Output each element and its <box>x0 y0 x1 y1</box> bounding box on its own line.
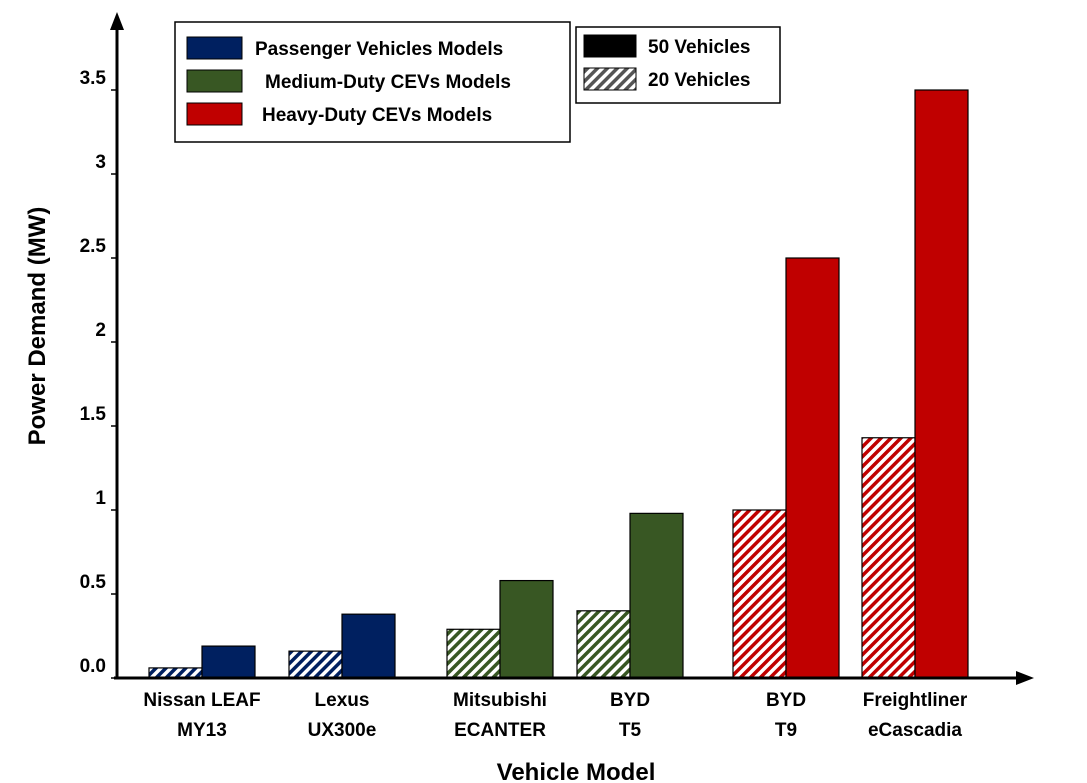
y-tick-label: 3 <box>95 152 106 173</box>
x-tick-labels: Nissan LEAF MY13 Lexus UX300e Mitsubishi ECAN… <box>143 690 967 741</box>
y-tick-label: 0.0 <box>80 656 106 677</box>
x-tick-label: BYD <box>766 690 806 711</box>
legend-swatch-medium <box>186 69 243 93</box>
x-axis-arrow <box>1016 671 1034 685</box>
x-tick-label: T5 <box>619 720 642 741</box>
y-tick-label: 2 <box>95 320 106 341</box>
series-legend: 50 Vehicles 20 Vehicles <box>575 26 781 104</box>
legend-label-medium: Medium-Duty CEVs Models <box>265 72 511 93</box>
axes <box>110 12 1034 685</box>
y-ticks: 0.0 0.5 1 1.5 2 2.5 3 3.5 <box>80 68 117 679</box>
x-tick-label: eCascadia <box>868 720 962 741</box>
bar-3-50-vehicles <box>629 512 684 679</box>
bar-4-20-vehicles <box>732 509 787 679</box>
group-legend: Passenger Vehicles Models Medium-Duty CEV… <box>174 21 571 143</box>
legend-swatch-solid <box>583 34 637 58</box>
bar-3-20-vehicles <box>576 610 631 679</box>
bar-1-50-vehicles <box>341 613 396 679</box>
bar-2-50-vehicles <box>499 579 554 679</box>
bars <box>148 89 969 679</box>
bar-0-20-vehicles <box>148 667 203 679</box>
legend-swatch-passenger <box>186 36 243 60</box>
x-tick-label: ECANTER <box>454 720 546 741</box>
bar-4-50-vehicles <box>785 257 840 679</box>
y-axis-arrow <box>110 12 124 30</box>
x-tick-label: MY13 <box>177 720 227 741</box>
bar-2-20-vehicles <box>446 628 501 679</box>
bar-5-20-vehicles <box>861 437 916 679</box>
x-tick-label: UX300e <box>308 720 377 741</box>
y-tick-label: 1.5 <box>80 404 107 425</box>
x-tick-label: Freightliner <box>863 690 968 711</box>
y-tick-label: 2.5 <box>80 236 107 257</box>
x-tick-label: BYD <box>610 690 650 711</box>
legend-swatch-heavy <box>186 102 243 126</box>
bar-1-20-vehicles <box>288 650 343 679</box>
y-axis-label: Power Demand (MW) <box>24 207 51 446</box>
y-tick-label: 1 <box>95 488 106 509</box>
legend-swatch-hatched <box>583 67 637 91</box>
legend-label-hatched: 20 Vehicles <box>648 70 750 91</box>
x-tick-label: Mitsubishi <box>453 690 547 711</box>
x-tick-label: Lexus <box>315 690 370 711</box>
y-tick-label: 0.5 <box>80 572 107 593</box>
legend-label-heavy: Heavy-Duty CEVs Models <box>262 105 492 126</box>
y-tick-label: 3.5 <box>80 68 107 89</box>
bar-0-50-vehicles <box>201 645 256 679</box>
legend-label-solid: 50 Vehicles <box>648 37 750 58</box>
x-axis-label: Vehicle Model <box>497 759 656 783</box>
bar-5-50-vehicles <box>914 89 969 679</box>
legend-label-passenger: Passenger Vehicles Models <box>255 39 503 60</box>
x-tick-label: T9 <box>775 720 797 741</box>
x-tick-label: Nissan LEAF <box>143 690 260 711</box>
